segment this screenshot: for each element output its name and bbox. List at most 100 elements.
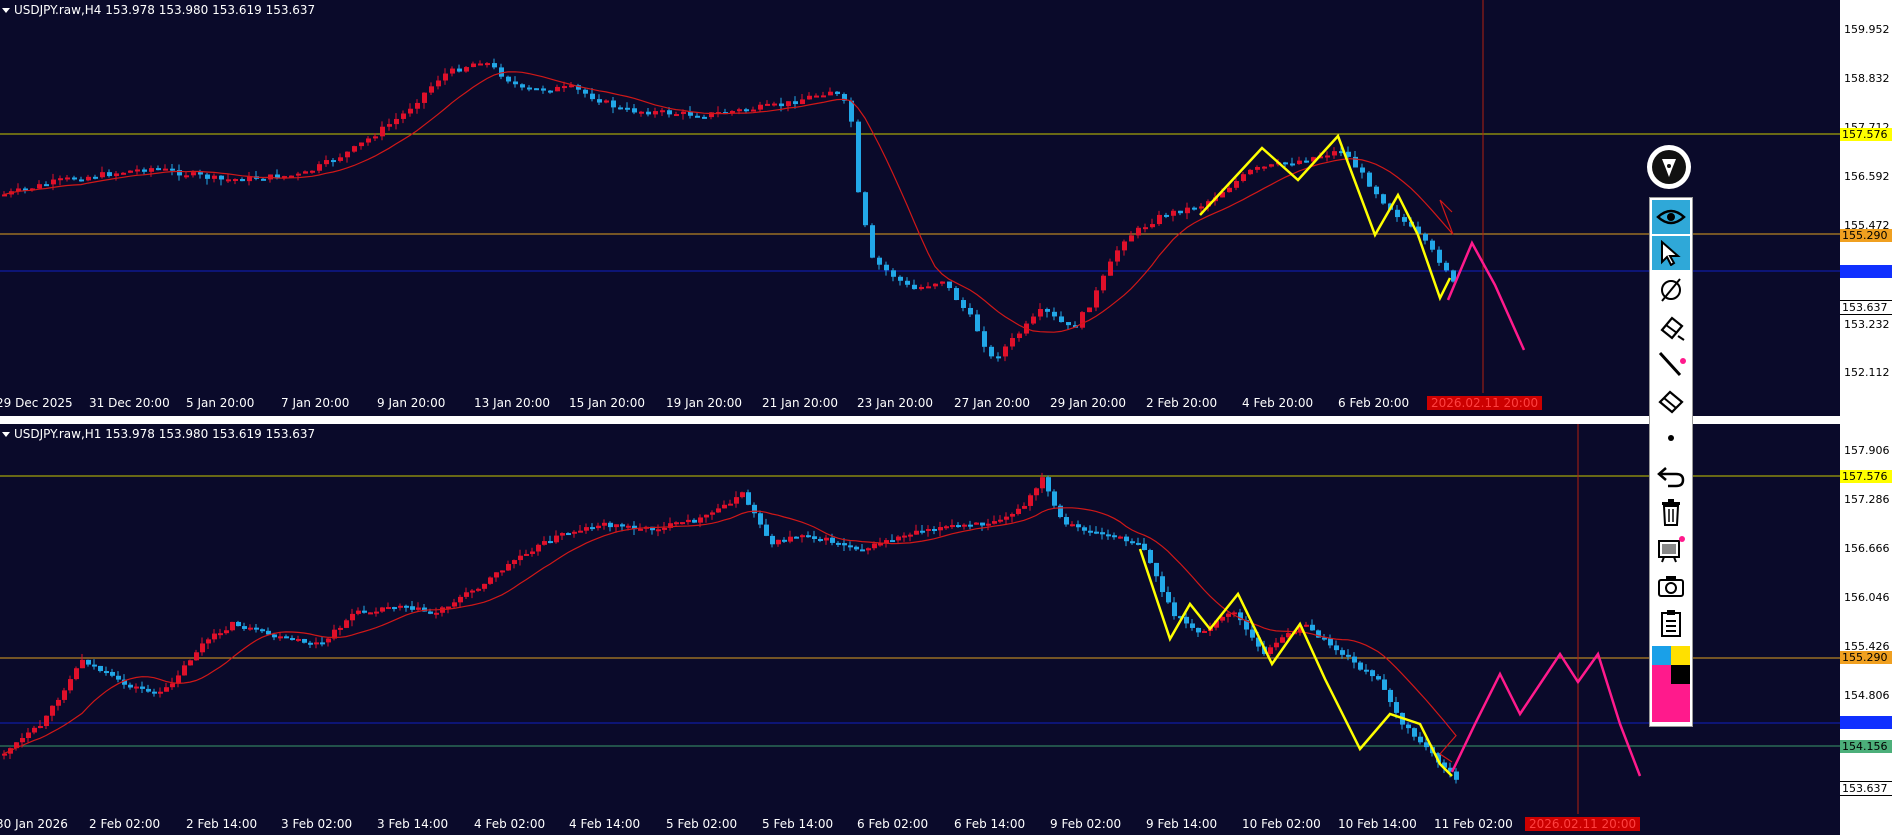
- current-color-swatch[interactable]: [1652, 684, 1690, 722]
- undo-icon[interactable]: [1652, 458, 1690, 492]
- color-palette-icon[interactable]: [1652, 646, 1690, 722]
- color-swatch-black[interactable]: [1671, 665, 1690, 684]
- candle-body: [470, 590, 475, 593]
- candle-body: [440, 607, 445, 613]
- candle-body: [1376, 676, 1381, 680]
- pane-separator[interactable]: [0, 416, 1892, 424]
- candle-body: [698, 517, 703, 523]
- candle-body: [884, 264, 889, 271]
- candle-body: [524, 553, 529, 556]
- candle-body: [1436, 753, 1441, 763]
- time-label: 21 Jan 20:00: [762, 396, 838, 410]
- candle-body: [660, 110, 665, 113]
- color-swatch-yellow[interactable]: [1671, 646, 1690, 665]
- chart-pane-h1[interactable]: USDJPY.raw,H1 153.978 153.980 153.619 15…: [0, 424, 1892, 835]
- candle-body: [296, 638, 301, 641]
- candle-body: [182, 665, 187, 676]
- candle-body: [518, 555, 523, 561]
- candle-body: [121, 172, 126, 175]
- time-axis-h4[interactable]: 29 Dec 2025 31 Dec 20:00 5 Jan 20:00 7 J…: [0, 393, 1840, 415]
- candle-body: [618, 107, 623, 110]
- candle-body: [314, 642, 319, 645]
- candle-body: [746, 492, 751, 505]
- candle-body: [1290, 163, 1295, 166]
- candle-body: [506, 564, 511, 571]
- candle-body: [920, 530, 925, 533]
- trash-icon[interactable]: [1652, 495, 1690, 529]
- candle-body: [842, 94, 847, 101]
- compass-icon[interactable]: [1652, 273, 1690, 307]
- candle-body: [506, 76, 511, 82]
- time-label: 9 Feb 14:00: [1146, 817, 1218, 831]
- price-axis-h4[interactable]: [1840, 0, 1892, 416]
- candle-body: [1124, 536, 1129, 542]
- eye-icon[interactable]: [1652, 200, 1690, 234]
- time-label: 4 Feb 02:00: [474, 817, 546, 831]
- eraser-icon[interactable]: [1652, 310, 1690, 344]
- candle-body: [1038, 309, 1043, 317]
- color-swatch-magenta[interactable]: [1652, 665, 1671, 684]
- candle-body: [260, 629, 265, 632]
- collapse-triangle-icon[interactable]: [2, 432, 10, 437]
- candle-body: [1394, 702, 1399, 713]
- cursor-arrow-icon[interactable]: [1652, 236, 1690, 270]
- price-label: 157.286: [1844, 493, 1890, 506]
- drawing-toolbar: [1649, 197, 1693, 727]
- candle-body: [1214, 620, 1219, 628]
- candle-body: [1220, 192, 1225, 198]
- candle-body: [1031, 316, 1036, 324]
- candle-body: [14, 742, 19, 749]
- candle-body: [626, 525, 631, 528]
- time-label: 3 Feb 14:00: [377, 817, 449, 831]
- candle-body: [926, 286, 931, 289]
- candle-body: [74, 668, 79, 680]
- candle-body: [500, 570, 505, 573]
- highlighter-icon[interactable]: [1652, 384, 1690, 418]
- candle-body: [1122, 241, 1127, 251]
- price-tag-green-line: 154.156: [1840, 740, 1892, 753]
- time-label: 4 Feb 20:00: [1242, 396, 1314, 410]
- candle-body: [352, 146, 357, 152]
- candle-body: [176, 675, 181, 684]
- time-label: 2 Feb 14:00: [186, 817, 258, 831]
- line-tool-icon[interactable]: [1652, 347, 1690, 381]
- screen-icon[interactable]: [1652, 532, 1690, 566]
- candle-body: [765, 103, 770, 106]
- candle-body: [1340, 650, 1345, 655]
- candle-body: [740, 492, 745, 498]
- candle-body: [520, 84, 525, 88]
- time-axis-h1[interactable]: 30 Jan 2026 2 Feb 02:00 2 Feb 14:00 3 Fe…: [0, 814, 1840, 835]
- color-swatch-cyan[interactable]: [1652, 646, 1671, 665]
- candle-body: [1358, 662, 1363, 670]
- candle-body: [956, 525, 961, 528]
- candle-body: [303, 171, 308, 174]
- candle-body: [191, 172, 196, 176]
- camera-icon[interactable]: [1652, 569, 1690, 603]
- candle-body: [152, 691, 157, 694]
- chart-canvas-h4[interactable]: [0, 0, 1840, 395]
- candle-body: [530, 551, 535, 554]
- candle-body: [122, 679, 127, 685]
- candle-body: [702, 116, 707, 119]
- candle-body: [464, 67, 469, 72]
- clipboard-icon[interactable]: [1652, 606, 1690, 640]
- collapse-triangle-icon[interactable]: [2, 8, 10, 13]
- candle-body: [387, 124, 392, 127]
- price-axis-h1[interactable]: [1840, 424, 1892, 835]
- pen-logo-icon[interactable]: [1647, 145, 1691, 189]
- candle-body: [156, 168, 161, 171]
- candle-body: [710, 512, 715, 515]
- candle-body: [1418, 736, 1423, 743]
- candle-body: [394, 118, 399, 125]
- candle-body: [289, 175, 294, 178]
- candle-body: [386, 607, 391, 610]
- dot-size-icon[interactable]: [1652, 421, 1690, 455]
- candle-body: [1339, 151, 1344, 154]
- candle-body: [422, 607, 427, 612]
- candle-body: [1367, 172, 1372, 187]
- chart-canvas-h1[interactable]: [0, 424, 1840, 814]
- candle-body: [1226, 613, 1231, 617]
- candle-body: [1318, 156, 1323, 159]
- chart-pane-h4[interactable]: USDJPY.raw,H4 153.978 153.980 153.619 15…: [0, 0, 1892, 416]
- candle-body: [1172, 602, 1177, 617]
